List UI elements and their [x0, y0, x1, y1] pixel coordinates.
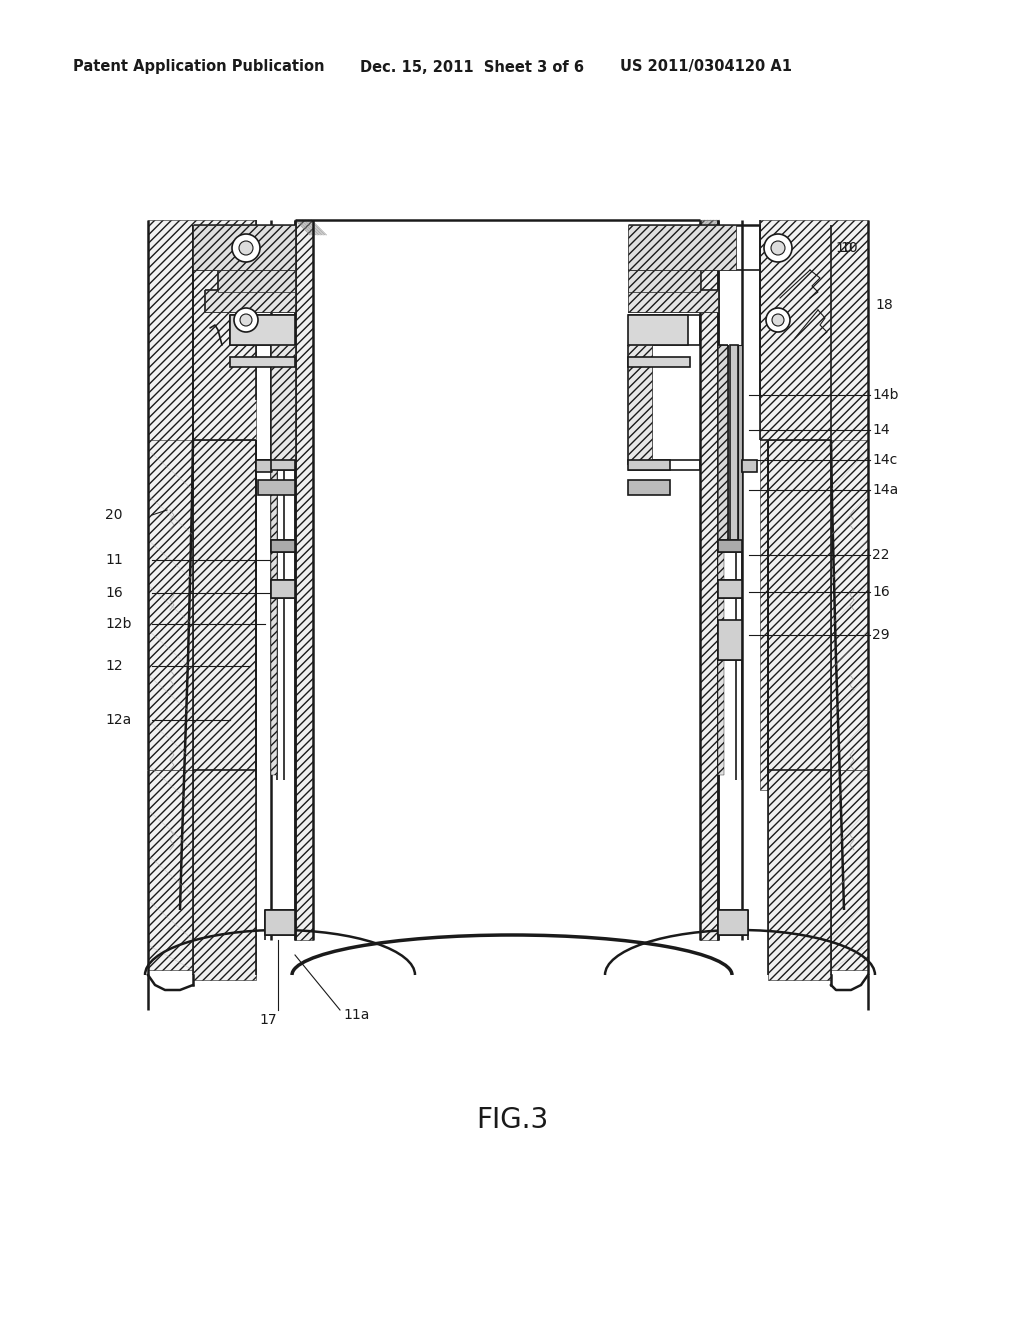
Bar — [628, 356, 690, 367]
Bar — [730, 345, 738, 540]
Circle shape — [234, 308, 258, 333]
Text: 14c: 14c — [872, 453, 897, 467]
Text: 17: 17 — [259, 1012, 276, 1027]
Bar — [831, 440, 868, 770]
Circle shape — [766, 308, 790, 333]
Bar — [760, 220, 868, 789]
Bar — [628, 315, 688, 345]
Text: FIG.3: FIG.3 — [476, 1106, 548, 1134]
Bar — [148, 770, 193, 970]
Bar — [205, 290, 295, 312]
Text: 11: 11 — [105, 553, 123, 568]
Circle shape — [239, 242, 253, 255]
Text: 10: 10 — [835, 242, 853, 255]
Text: 16: 16 — [872, 585, 890, 599]
Bar — [258, 459, 295, 470]
Circle shape — [772, 314, 784, 326]
Text: 14: 14 — [872, 422, 890, 437]
Bar — [265, 909, 295, 935]
Bar — [738, 345, 742, 540]
Bar — [718, 909, 748, 935]
Bar — [628, 224, 736, 271]
Text: 10: 10 — [840, 242, 858, 255]
Bar — [628, 480, 670, 495]
Text: 12a: 12a — [105, 713, 131, 727]
Bar — [831, 770, 868, 970]
Text: 14b: 14b — [872, 388, 898, 403]
Text: 18: 18 — [874, 298, 893, 312]
Bar — [628, 271, 700, 292]
Bar — [271, 540, 295, 552]
Text: Dec. 15, 2011  Sheet 3 of 6: Dec. 15, 2011 Sheet 3 of 6 — [360, 59, 584, 74]
Bar — [148, 220, 256, 789]
Circle shape — [764, 234, 792, 261]
Text: 16: 16 — [105, 586, 123, 601]
Circle shape — [771, 242, 785, 255]
Text: 12: 12 — [105, 659, 123, 673]
Bar — [718, 540, 742, 552]
Text: 22: 22 — [872, 548, 890, 562]
Bar — [718, 620, 742, 660]
Bar — [718, 345, 724, 775]
Bar — [628, 290, 718, 312]
Bar — [230, 315, 295, 345]
Text: Patent Application Publication: Patent Application Publication — [73, 59, 325, 74]
Bar — [148, 440, 193, 770]
Bar — [718, 345, 728, 540]
Bar — [742, 459, 757, 473]
Text: 14a: 14a — [872, 483, 898, 498]
Circle shape — [232, 234, 260, 261]
Bar — [193, 440, 256, 979]
Text: 29: 29 — [872, 628, 890, 642]
Text: 12b: 12b — [105, 616, 131, 631]
Bar — [256, 459, 271, 473]
Bar — [271, 345, 295, 465]
Bar — [295, 220, 313, 940]
Bar — [218, 271, 295, 292]
Bar — [230, 356, 295, 367]
Text: 20: 20 — [105, 508, 123, 521]
Bar — [271, 579, 295, 598]
Bar — [628, 459, 670, 470]
Bar — [700, 220, 718, 940]
Circle shape — [240, 314, 252, 326]
Bar — [718, 579, 742, 598]
Bar — [258, 480, 295, 495]
Bar — [768, 440, 831, 979]
Text: US 2011/0304120 A1: US 2011/0304120 A1 — [620, 59, 792, 74]
Bar — [628, 345, 652, 465]
Bar — [193, 224, 295, 271]
Bar — [271, 345, 278, 775]
Text: 11a: 11a — [343, 1008, 370, 1022]
